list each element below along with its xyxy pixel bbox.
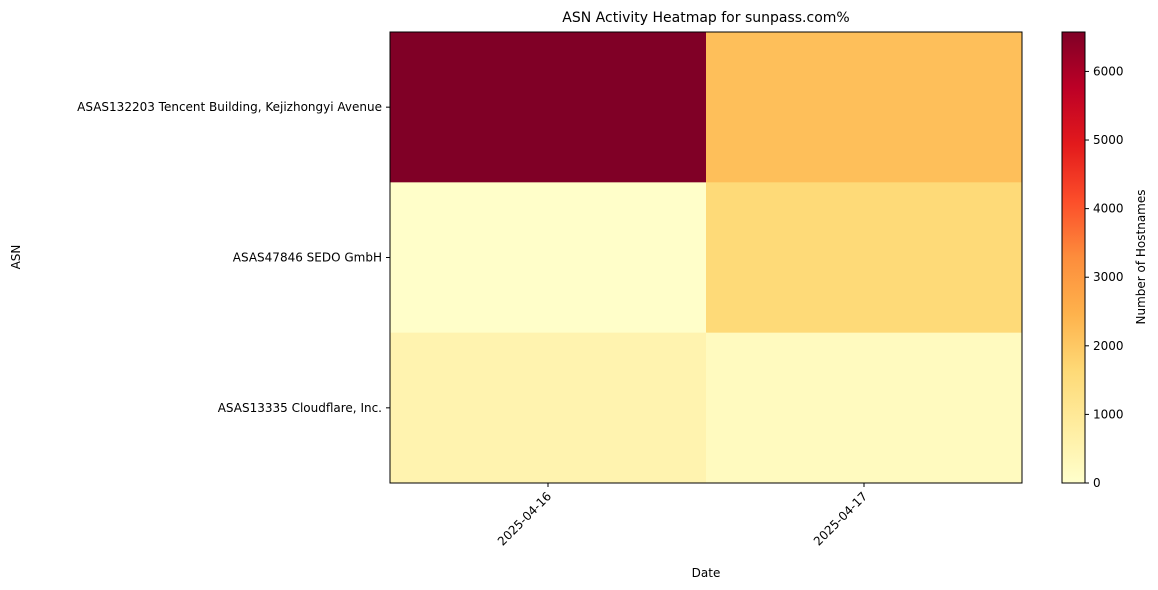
y-tick-label: ASAS13335 Cloudflare, Inc.	[218, 401, 382, 415]
y-axis-ticks: ASAS132203 Tencent Building, Kejizhongyi…	[77, 100, 390, 415]
x-tick-label: 2025-04-17	[811, 489, 870, 548]
heatmap-cell	[390, 32, 707, 183]
y-axis-label: ASN	[9, 245, 23, 270]
colorbar-tick-label: 4000	[1093, 202, 1124, 216]
colorbar-tick-label: 6000	[1093, 64, 1124, 78]
heatmap-cell	[706, 32, 1023, 183]
x-axis-label: Date	[692, 566, 721, 580]
colorbar-ticks: 0 1000 2000 3000 4000 5000 6000	[1085, 64, 1124, 490]
y-tick-label: ASAS47846 SEDO GmbH	[233, 251, 382, 265]
colorbar-tick-label: 5000	[1093, 133, 1124, 147]
colorbar-tick-label: 2000	[1093, 339, 1124, 353]
heatmap-cell	[706, 182, 1023, 334]
heatmap-cell	[390, 182, 707, 334]
x-axis-ticks: 2025-04-16 2025-04-17	[495, 483, 870, 548]
heatmap-cell	[706, 332, 1023, 484]
heatmap-cells	[390, 32, 1023, 484]
x-tick-label: 2025-04-16	[495, 489, 554, 548]
colorbar-tick-label: 0	[1093, 476, 1101, 490]
y-tick-label: ASAS132203 Tencent Building, Kejizhongyi…	[77, 100, 382, 114]
chart-title: ASN Activity Heatmap for sunpass.com%	[562, 10, 849, 26]
colorbar-tick-label: 3000	[1093, 270, 1124, 284]
colorbar-tick-label: 1000	[1093, 407, 1124, 421]
colorbar-label: Number of Hostnames	[1134, 189, 1148, 324]
heatmap-cell	[390, 332, 707, 484]
colorbar	[1061, 31, 1086, 484]
